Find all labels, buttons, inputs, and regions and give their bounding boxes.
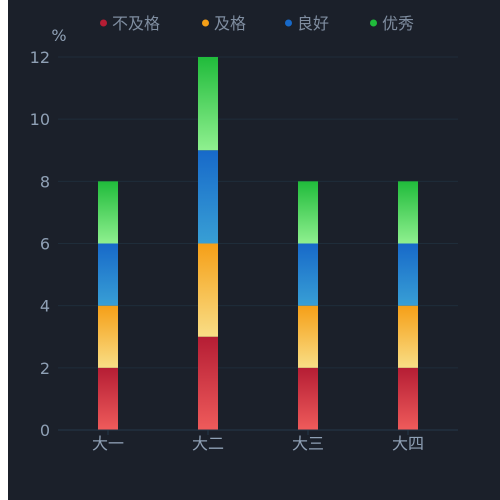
legend-marker (370, 19, 377, 27)
y-tick-label: 0 (40, 421, 50, 440)
y-tick-label: 10 (30, 110, 50, 129)
y-tick-label: 6 (40, 235, 50, 254)
legend-marker (285, 19, 292, 27)
y-tick-label: 2 (40, 359, 50, 378)
x-tick-label: 大一 (92, 434, 124, 453)
bar-segment (98, 243, 118, 306)
y-axis-unit-label: % (51, 26, 66, 45)
bar-segment (198, 336, 218, 430)
bar-layer (98, 57, 418, 430)
y-tick-label: 4 (40, 297, 50, 316)
grid-layer (58, 56, 458, 369)
bar-segment (98, 305, 118, 368)
bar-segment (98, 367, 118, 430)
bar-segment (398, 367, 418, 430)
legend-label: 良好 (297, 14, 329, 33)
y-tick-label: 12 (30, 48, 50, 67)
x-tick-label: 大三 (292, 434, 324, 453)
bar-segment (298, 367, 318, 430)
x-tick-label: 大二 (192, 434, 224, 453)
legend-label: 及格 (214, 14, 246, 33)
legend-marker (100, 19, 107, 27)
bar-segment (198, 57, 218, 151)
legend-marker (202, 19, 209, 27)
legend-label: 优秀 (382, 14, 414, 33)
bar-segment (98, 181, 118, 244)
y-tick-label: 8 (40, 172, 50, 191)
legend-label: 不及格 (112, 14, 160, 33)
bar-segment (298, 243, 318, 306)
bar-segment (398, 243, 418, 306)
bar-segment (198, 150, 218, 244)
bar-segment (298, 305, 318, 368)
bar-segment (298, 181, 318, 244)
bar-segment (398, 181, 418, 244)
bar-segment (398, 305, 418, 368)
bar-segment (198, 243, 218, 337)
axis-layer: 0 2 4 6 8 10 12 大一 大二 大三 大四 (30, 48, 458, 453)
legend: 不及格 及格 良好 优秀 (100, 14, 414, 33)
x-tick-label: 大四 (392, 434, 424, 453)
